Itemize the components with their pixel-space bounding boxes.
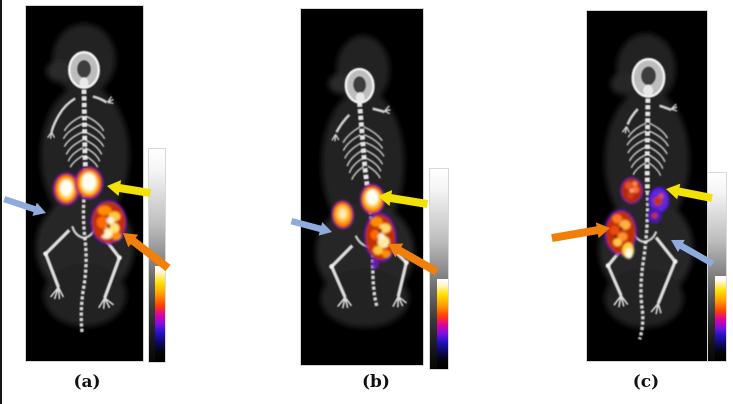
panel-label-b: (b) [362, 372, 390, 392]
mouse-pet-ct-c [598, 33, 694, 340]
pet-color-scale-b [436, 279, 448, 369]
kidney-hotspot-left-c [619, 176, 644, 205]
kidney-hotspot-left-b [330, 199, 355, 230]
ct-grayscale-colorbar-b [429, 168, 449, 370]
pet-color-scale-c [714, 276, 726, 361]
tumor-hotspot-a [89, 199, 128, 245]
ct-grayscale-colorbar-c [707, 172, 727, 362]
panel-label-c: (c) [632, 372, 660, 392]
mouse-pet-ct-a [35, 23, 135, 333]
left-border-line [0, 0, 2, 404]
kidney-hotspot-right-c [647, 186, 670, 224]
panel-a [25, 5, 144, 362]
panel-label-a: (a) [73, 372, 101, 392]
mouse-skeleton-a [43, 51, 122, 333]
panel-c [586, 10, 708, 362]
mouse-pet-ct-b [315, 35, 415, 328]
ct-grayscale-colorbar-a [148, 148, 166, 363]
panel-b [300, 8, 424, 366]
kidney-hotspot-right-a [74, 166, 104, 200]
tumor-hotspot-c [604, 208, 638, 259]
kidney-hotspot-left-a [52, 172, 81, 206]
pet-color-scale-a [155, 266, 165, 362]
